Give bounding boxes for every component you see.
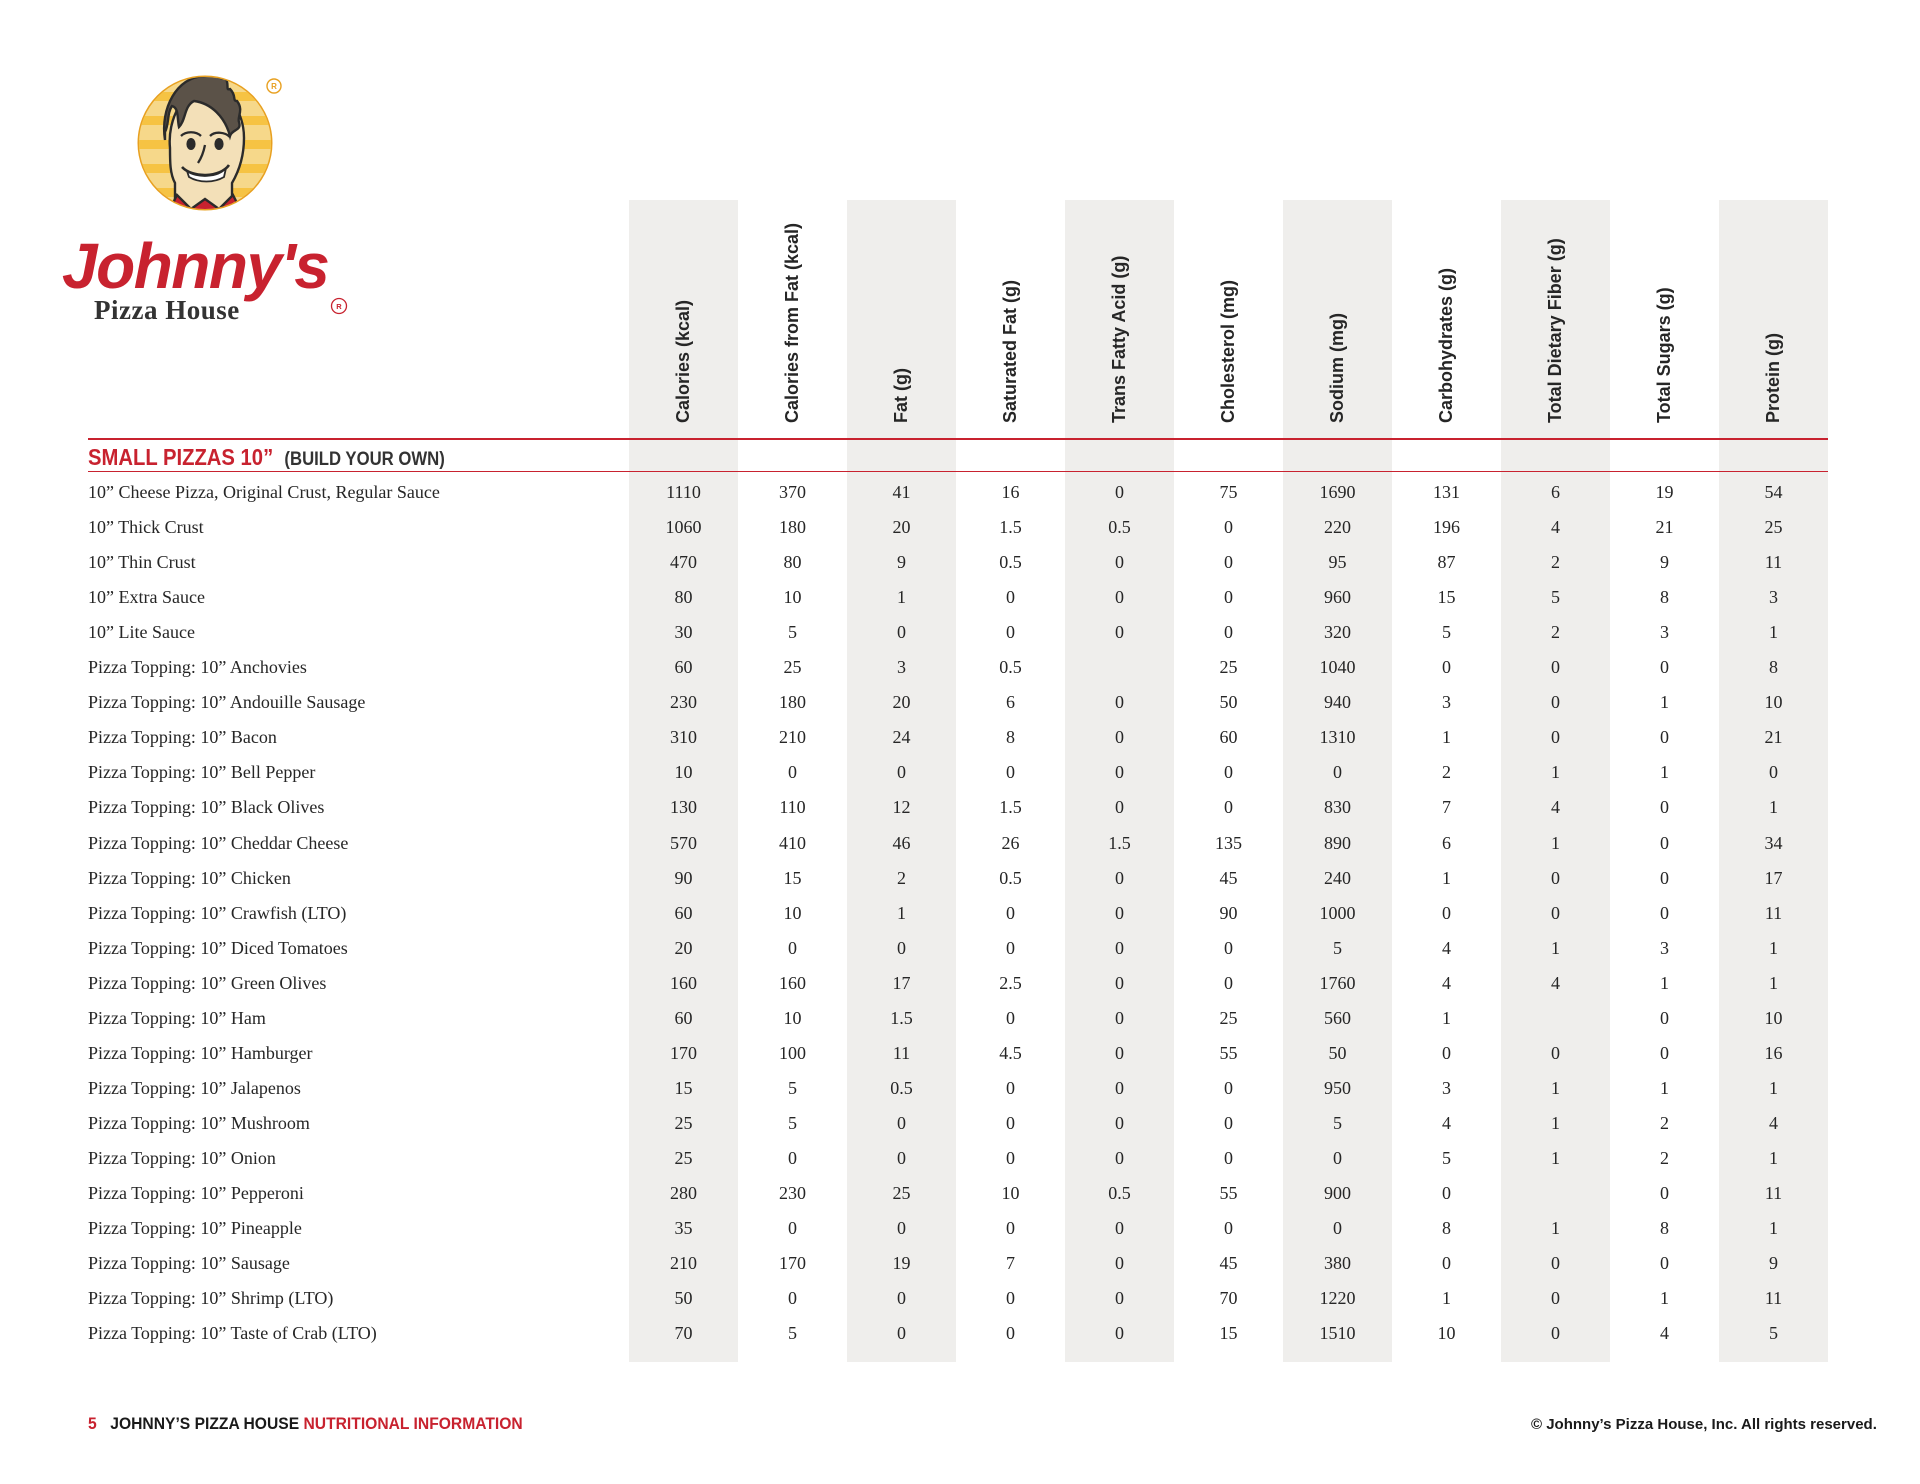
svg-text:Johnny's: Johnny's <box>62 230 328 302</box>
svg-text:Pizza House: Pizza House <box>94 295 240 325</box>
svg-text:R: R <box>336 302 342 311</box>
svg-text:R: R <box>271 82 277 91</box>
